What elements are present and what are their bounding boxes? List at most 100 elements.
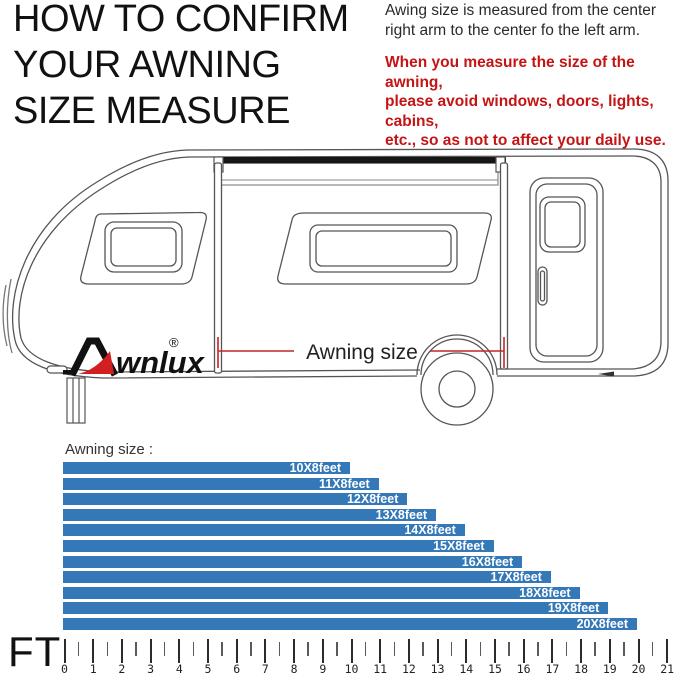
dimension-label: Awning size [306,341,418,364]
side-window [277,212,492,285]
trailer-body [2,148,669,379]
ruler-tick-label: 1 [89,662,97,676]
ruler-tick-label: 14 [459,662,474,676]
bar: 12X8feet [63,493,408,505]
ruler-unit-label: FT [8,628,62,675]
ruler-minor-tick [77,642,80,656]
ruler-minor-tick [106,642,109,656]
ruler-tick-label: 15 [488,662,502,676]
ruler-major-tick [63,639,66,663]
ruler-minor-tick [422,642,424,656]
warning-note-line: When you measure the size of the awning, [385,54,635,91]
ruler-tick-label: 13 [430,662,445,676]
bar: 15X8feet [63,540,494,552]
ruler-minor-tick [192,642,195,656]
ruler-tick-label: 20 [631,662,646,676]
ruler-major-tick [551,639,554,663]
bar: 11X8feet [63,476,379,491]
chart-title: Awning size : [65,441,154,458]
brand-logo-swoosh [78,351,114,374]
ruler-tick-label: 21 [660,662,675,676]
awning-arms [213,162,509,374]
warning-note-line: please avoid windows, doors, lights, cab… [385,93,654,130]
ruler-major-tick [666,639,669,663]
ruler-minor-tick [623,642,625,656]
ruler-tick-label: 12 [401,662,416,676]
measurement-note: Awing size is measured from the center r… [385,1,677,40]
registered-trademark-icon: ® [169,335,179,350]
ruler-major-tick [436,639,439,663]
ruler-major-tick [637,639,640,663]
ruler-tick-label: 16 [516,662,531,676]
ruler-minor-tick [163,642,166,656]
bar-label: 16X8feet [461,554,514,569]
rv-trailer-diagram: wnlux ® Awning size [2,148,669,426]
bar-label: 17X8feet [490,570,542,585]
measurement-note-line: right arm to the center fo the left arm. [385,21,641,39]
ruler-tick-label: 9 [319,662,327,676]
rear-step [598,371,614,377]
ruler-tick-label: 8 [290,662,298,676]
ruler-major-tick [149,639,152,663]
bar: 10X8feet [63,462,350,474]
ruler-tick-label: 10 [344,662,359,676]
ruler-major-tick [264,639,267,663]
ruler-minor-tick [537,642,539,656]
rolled-awning [213,156,506,186]
dimension-measure [217,337,505,368]
ruler-minor-tick [479,642,482,656]
bar-label: 11X8feet [318,476,370,491]
ruler-minor-tick [565,642,568,656]
ruler-tick-label: 19 [602,662,617,676]
bar-chart: 10X8feet 11X8feet 12X8feet 13X8feet 14X8feet… [63,462,637,634]
ruler-major-tick [522,639,525,663]
page-title-line: HOW TO CONFIRM [13,0,349,40]
ruler-major-tick [465,639,468,663]
ruler-minor-tick [336,642,338,656]
bar: 20X8feet [63,618,637,630]
front-window [80,211,207,285]
ruler-major-tick [293,639,296,663]
ruler-major-tick [120,639,123,663]
ruler-minor-tick [594,642,596,656]
ruler-major-tick [608,639,611,663]
ruler-minor-tick [278,642,281,656]
bar: 16X8feet [63,554,523,569]
door-window [539,196,586,253]
right-awning-arm [499,162,509,370]
ruler-minor-tick [508,642,510,656]
awning-roller-bar [214,157,506,164]
ruler-tick-label: 4 [175,662,183,676]
ruler-minor-tick [651,642,654,656]
brand-logo-text: wnlux [116,345,206,380]
bar: 13X8feet [63,509,437,521]
ruler-major-tick [178,639,181,663]
bar-label: 10X8feet [289,461,341,475]
ruler-tick-label: 5 [204,662,212,676]
bar-label: 14X8feet [404,523,456,538]
ruler-minor-tick [364,642,367,656]
ruler-major-tick [235,639,238,663]
door-handle [537,266,548,306]
ruler-minor-tick [135,642,137,656]
door [529,177,604,363]
ruler-minor-tick [393,642,396,656]
warning-note-line: etc., so as not to affect your daily use… [385,132,666,149]
wheel [420,352,494,426]
page-title-line: SIZE MEASURE [13,90,290,132]
ruler-minor-tick [450,642,453,656]
ruler-minor-tick [307,642,309,656]
bar: 14X8feet [63,523,465,538]
ruler-tick-label: 2 [118,662,126,676]
page-title: HOW TO CONFIRM YOUR AWNING SIZE MEASURE [13,0,349,134]
ruler-major-tick [494,639,496,663]
bar-label: 19X8feet [547,601,600,616]
ruler-minor-tick [221,642,223,656]
wheel-arch [416,334,498,376]
ruler-tick-label: 11 [373,662,388,676]
ruler-major-tick [350,639,353,663]
warning-note: When you measure the size of the awning,… [385,53,679,151]
page-title-line: YOUR AWNING [13,44,281,86]
support-leg [46,365,86,424]
